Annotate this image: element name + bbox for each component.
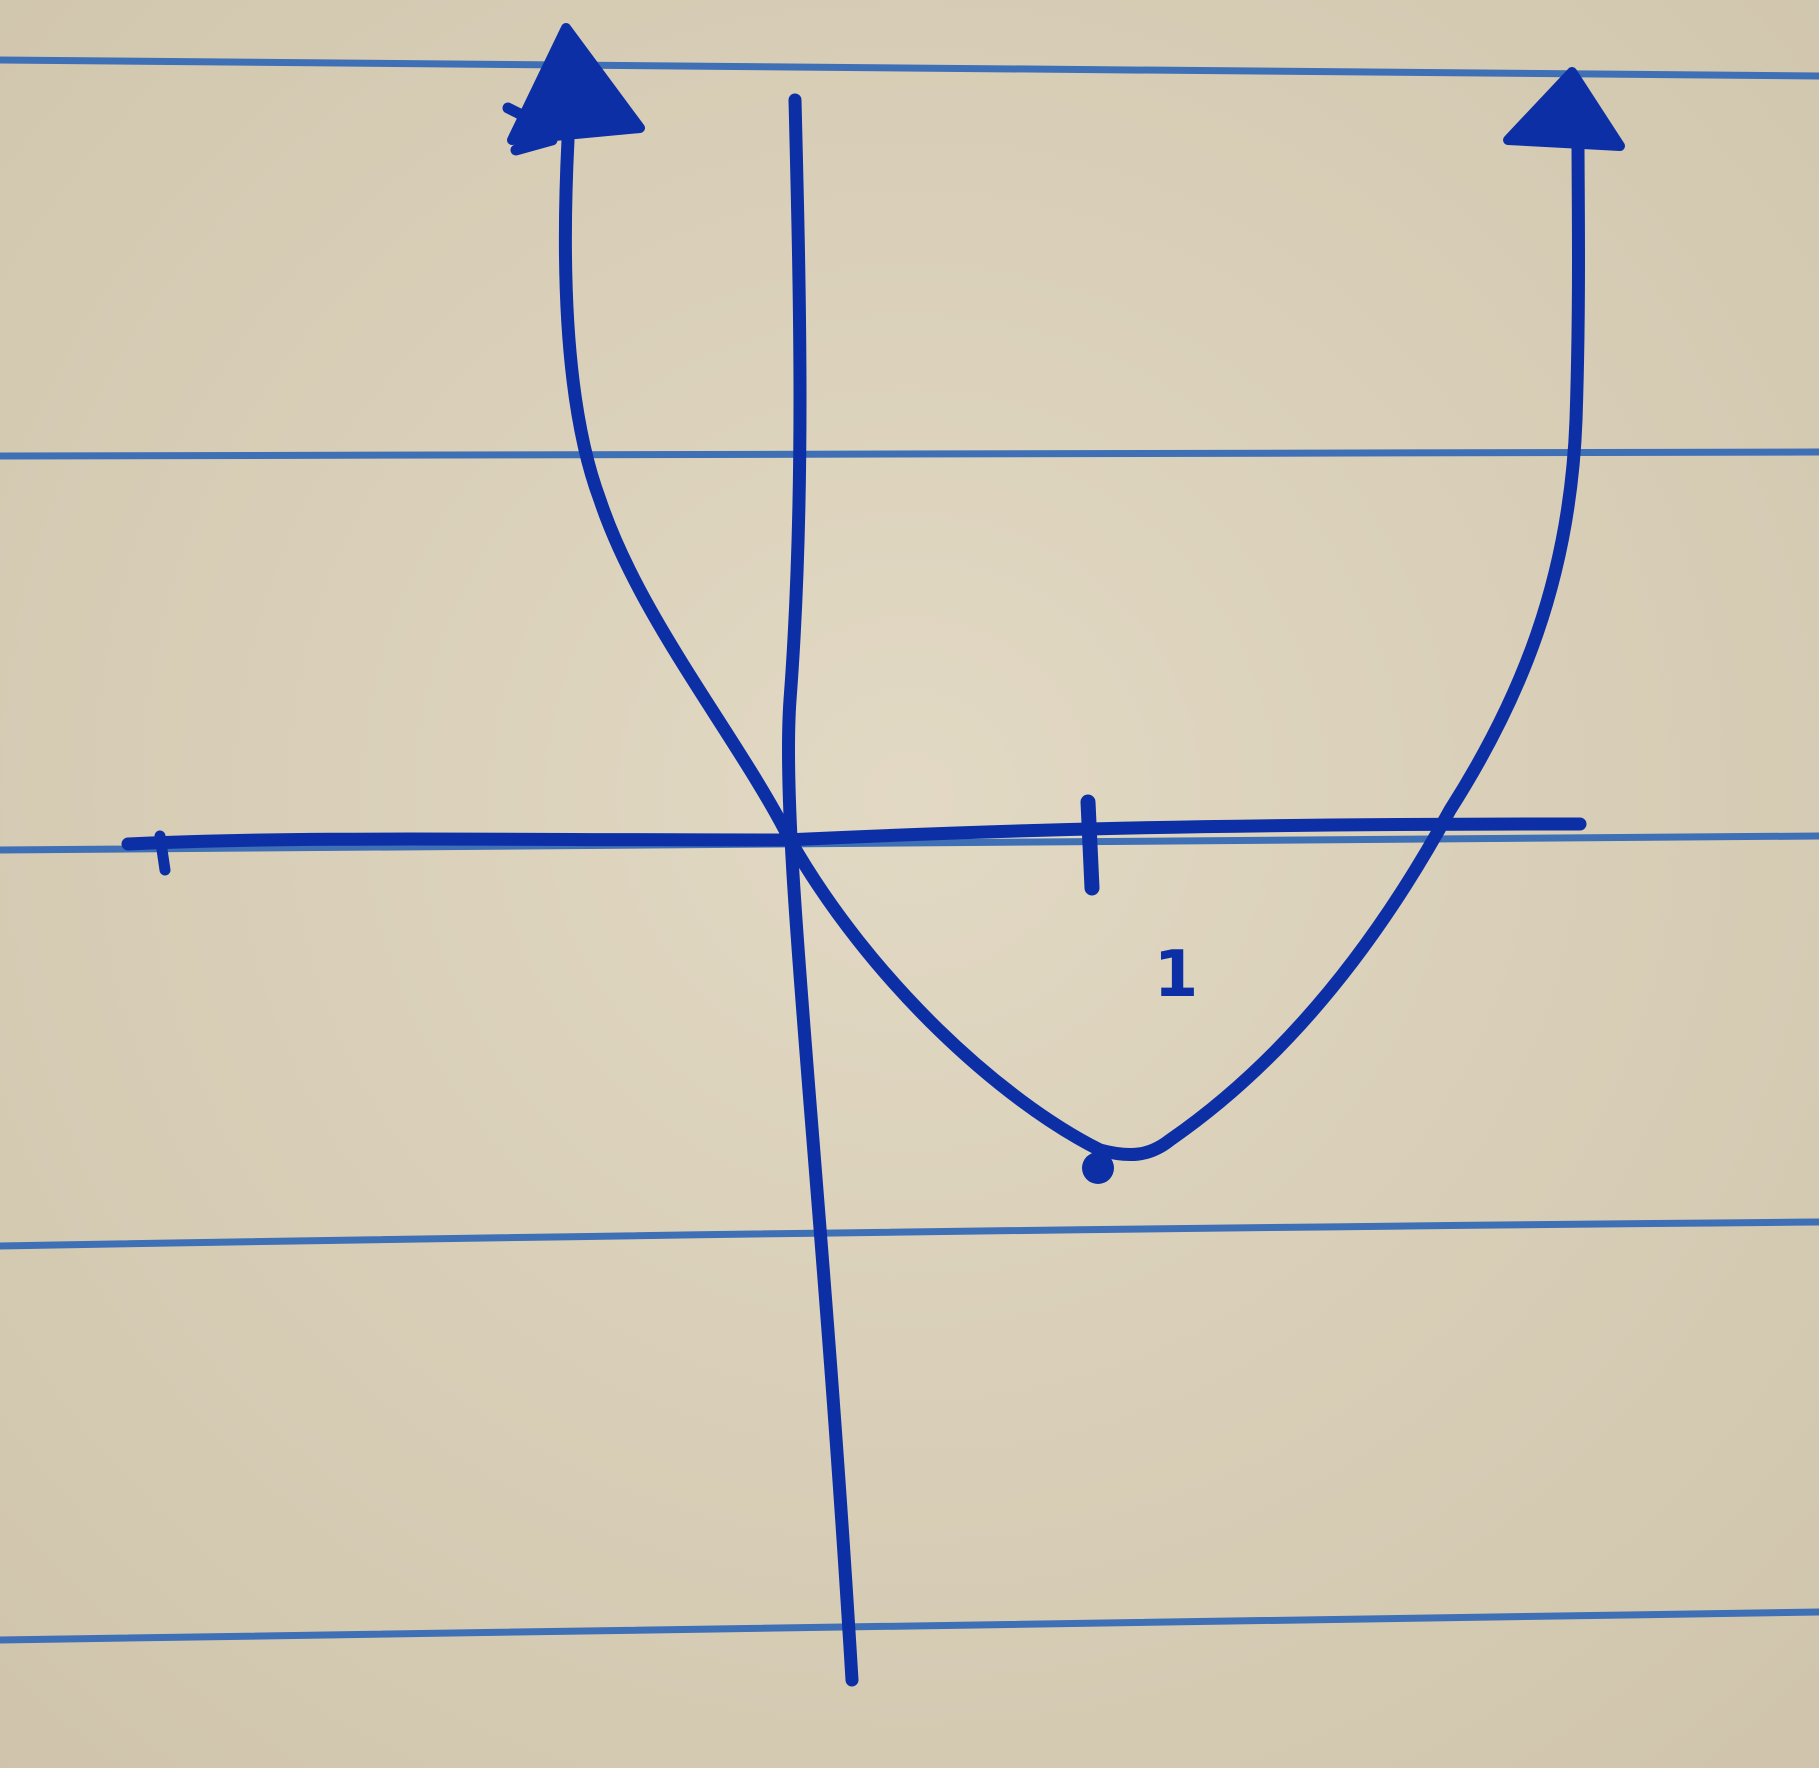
rule-line xyxy=(0,448,1819,460)
rule-line xyxy=(0,832,1819,854)
parabola-curve xyxy=(558,133,1585,1162)
x-axis-left-end-mark xyxy=(154,830,171,876)
rule-line xyxy=(0,56,1819,80)
x-axis-tick xyxy=(1080,794,1100,896)
tick-label: 1 xyxy=(1154,938,1199,1012)
left-arrowhead xyxy=(507,23,645,145)
rule-line xyxy=(0,1218,1819,1250)
rule-line xyxy=(0,1608,1819,1644)
vertex-dot xyxy=(1082,1152,1114,1184)
left-arrow-barb xyxy=(502,102,558,156)
y-axis xyxy=(781,93,859,1687)
ruled-lines xyxy=(0,56,1819,1644)
right-arrowhead xyxy=(1503,67,1625,151)
